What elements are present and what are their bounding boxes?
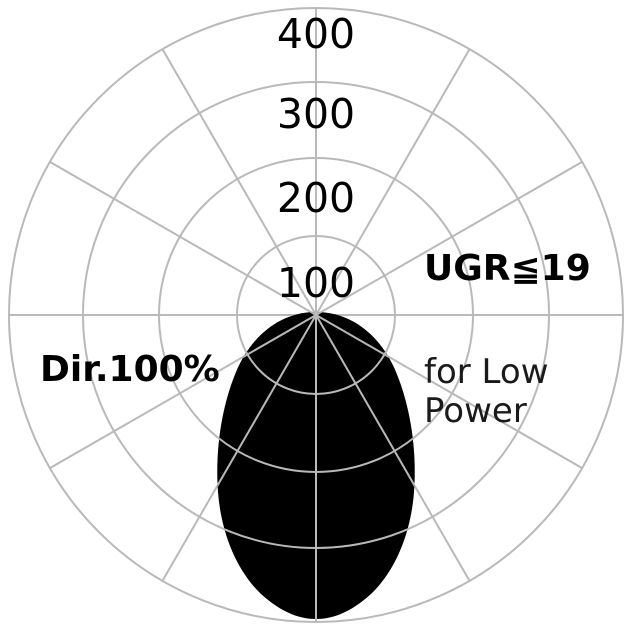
- annotation-condition-line2: Power: [424, 391, 527, 431]
- radial-tick-300: 300: [277, 90, 355, 138]
- radial-tick-200: 200: [277, 174, 355, 222]
- radial-tick-400: 400: [277, 10, 355, 58]
- chart-annotations: Dir.100% UGR≦19 for Low Power: [40, 248, 591, 431]
- radial-tick-labels: 400 300 200 100: [277, 10, 355, 307]
- annotation-direct-ratio: Dir.100%: [40, 349, 220, 390]
- annotation-ugr: UGR≦19: [424, 248, 591, 289]
- spoke-120-over: [217, 312, 415, 470]
- annotation-condition-line1: for Low: [424, 352, 549, 392]
- radial-tick-100: 100: [277, 259, 355, 307]
